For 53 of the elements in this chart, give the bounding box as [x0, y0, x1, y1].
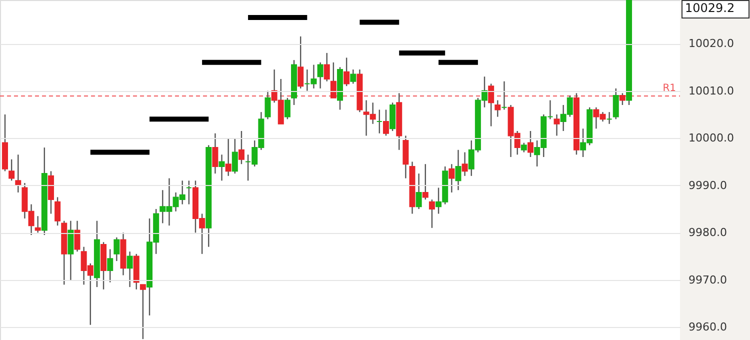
ref-line-label: R1 [662, 82, 676, 94]
candlestick [402, 135, 409, 179]
y-tick-label: 9960.0 [688, 320, 727, 334]
candlestick [428, 198, 435, 229]
candlestick [114, 236, 120, 262]
candlestick [232, 137, 238, 174]
candlestick [462, 152, 468, 177]
candlestick [527, 130, 534, 158]
candlestick [520, 142, 527, 153]
candlestick [238, 130, 244, 165]
candlestick [416, 172, 422, 210]
candlestick [54, 196, 61, 226]
candlestick [376, 109, 382, 134]
candlestick [284, 97, 290, 120]
candlestick [218, 154, 225, 182]
candlestick [494, 100, 501, 118]
candlestick [186, 180, 192, 205]
candlestick [390, 102, 396, 132]
candlestick [324, 52, 330, 82]
candlestick [422, 163, 428, 200]
candlestick [317, 62, 324, 90]
candlestick [126, 250, 133, 288]
candlestick [140, 284, 146, 340]
candlestick [448, 163, 455, 194]
y-tick-label: 10000.0 [688, 132, 734, 145]
y-tick-label: 9990.0 [688, 178, 727, 192]
candlestick [350, 68, 356, 84]
y-tick-label: 9970.0 [688, 273, 727, 286]
candlestick [298, 36, 304, 90]
candlestick [330, 62, 336, 98]
candlestick [488, 83, 494, 127]
candlestick [225, 137, 232, 177]
candlestick [68, 220, 74, 281]
y-tick-label: 10020.0 [688, 37, 734, 50]
candlestick [15, 154, 22, 194]
candlestick [382, 109, 389, 136]
candlestick [344, 57, 350, 87]
candlestick [619, 92, 626, 106]
candlestick [455, 149, 462, 191]
candlestick [74, 220, 80, 252]
candlestick [212, 132, 218, 174]
candlestick [501, 80, 508, 110]
candlestick [48, 170, 54, 214]
text: 10029.2 [685, 1, 735, 15]
candlestick [612, 88, 619, 120]
y-tick-label: 9980.0 [688, 226, 727, 240]
candlestick [606, 111, 612, 124]
candlestick [34, 216, 41, 234]
y-tick-label: 10010.0 [688, 84, 734, 98]
candlestick [107, 248, 114, 283]
candlestick [554, 114, 560, 136]
candlestick [8, 158, 15, 182]
candlestick [264, 90, 271, 120]
